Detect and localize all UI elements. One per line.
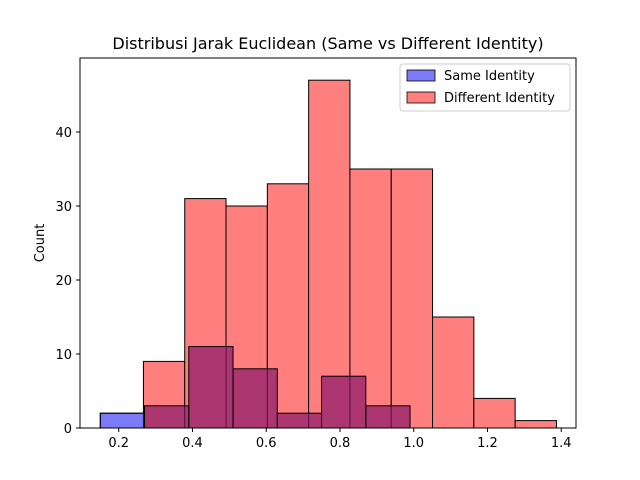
y-axis-label: Count [33, 224, 48, 263]
x-tick-label: 1.2 [477, 436, 498, 451]
overlap-region-11 [365, 405, 392, 428]
legend-box [399, 63, 571, 112]
legend-swatch-same [406, 69, 436, 82]
y-tick-label: 10 [55, 348, 72, 363]
different-identity-bar-9 [514, 420, 557, 429]
y-tick-label: 40 [55, 126, 72, 141]
overlap-region-8 [308, 413, 322, 428]
y-tick-label: 0 [64, 422, 72, 437]
overlap-region-7 [277, 413, 309, 428]
same-identity-bar-0 [99, 412, 146, 429]
overlap-region-10 [349, 376, 366, 428]
overlap-region-3 [188, 346, 227, 428]
overlap-layer [99, 346, 411, 429]
overlap-region-5 [233, 368, 268, 428]
overlap-region-4 [226, 346, 234, 428]
plot-frame [79, 57, 577, 429]
x-tick-label: 0.2 [108, 436, 129, 451]
legend-label-same: Same Identity [444, 69, 535, 84]
legend: Same Identity Different Identity [399, 63, 571, 112]
legend-label-different: Different Identity [444, 91, 555, 106]
overlap-region-12 [391, 405, 411, 428]
x-tick-label: 0.4 [182, 436, 203, 451]
different-identity-bar-4 [308, 79, 351, 429]
overlap-region-2 [184, 405, 189, 428]
x-axis: 0.2 0.4 0.6 0.8 1.0 1.2 1.4 [108, 428, 572, 451]
y-tick-label: 20 [55, 274, 72, 289]
overlap-region-9 [321, 376, 350, 428]
legend-swatch-different [406, 91, 436, 104]
overlap-region-0 [143, 413, 145, 428]
chart-title: Distribusi Jarak Euclidean (Same vs Diff… [112, 34, 543, 53]
x-tick-label: 1.4 [551, 436, 572, 451]
different-identity-bar-7 [432, 316, 475, 429]
overlap-region-6 [267, 368, 278, 428]
x-tick-label: 0.8 [330, 436, 351, 451]
different-identity-bar-6 [390, 168, 434, 429]
y-axis: 0 10 20 30 40 [55, 126, 80, 437]
different-identity-bar-8 [473, 397, 516, 429]
overlap-region-1 [144, 405, 185, 428]
plot-area [79, 57, 577, 429]
x-tick-label: 0.6 [256, 436, 277, 451]
x-tick-label: 1.0 [403, 436, 424, 451]
y-tick-label: 30 [55, 200, 72, 215]
